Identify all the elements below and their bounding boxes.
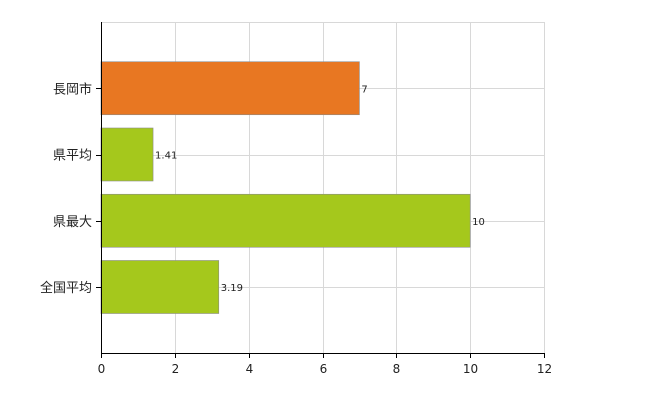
axis-layer [96, 22, 545, 358]
category-label: 全国平均 [40, 280, 92, 296]
x-tick-label: 12 [537, 362, 552, 376]
bar [100, 193, 471, 248]
x-tick-label: 0 [98, 362, 106, 376]
category-label: 県最大 [53, 215, 92, 230]
x-tick-label: 10 [463, 362, 478, 376]
label-layer: 7 長岡市 1.41 県平均 10 県最大 3.19 全国平均 0 2 4 6 8 10 12 [40, 81, 552, 376]
data-label: 3.19 [221, 283, 243, 294]
category-label: 県平均 [53, 149, 92, 164]
data-label: 10 [472, 217, 485, 228]
bar-layer [100, 61, 471, 314]
x-tick-label: 6 [320, 362, 328, 376]
category-label: 長岡市 [53, 81, 92, 97]
bar [100, 127, 154, 182]
data-label: 7 [361, 84, 367, 95]
bar [100, 61, 360, 116]
x-tick-label: 8 [393, 362, 401, 376]
data-label: 1.41 [155, 151, 177, 162]
bar [100, 260, 220, 314]
x-tick-label: 4 [246, 362, 254, 376]
x-tick-label: 2 [172, 362, 180, 376]
